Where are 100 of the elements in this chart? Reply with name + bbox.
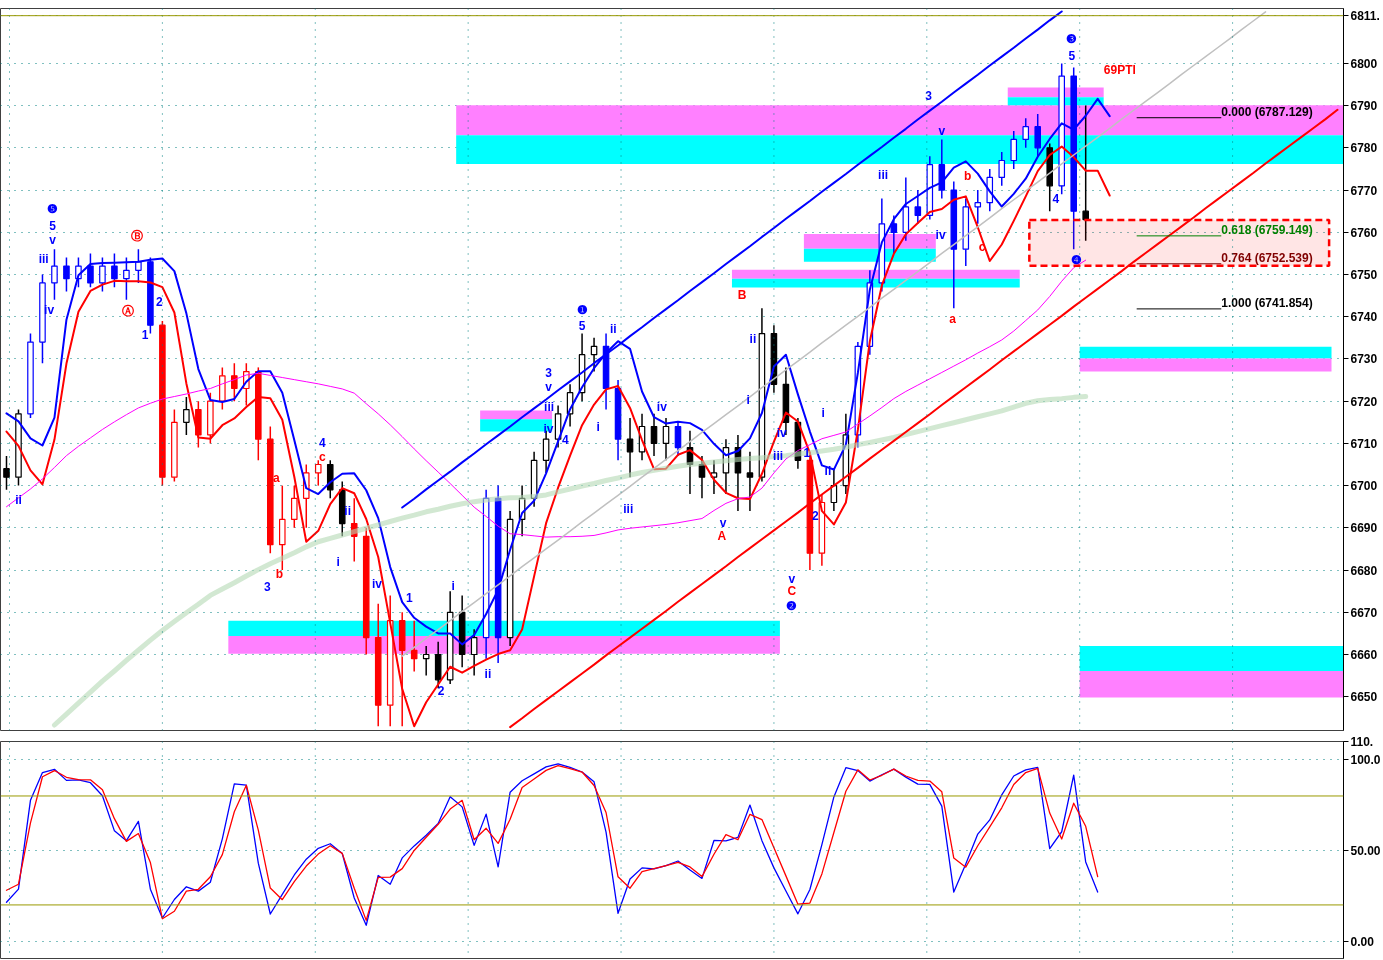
- candlestick: [470, 628, 478, 677]
- y-tick-label: 6800: [1350, 56, 1378, 71]
- candlestick: [998, 151, 1006, 187]
- annotation: v: [49, 232, 57, 247]
- y-tick-label: 6750: [1350, 268, 1378, 282]
- y-tick-label: 6770: [1350, 183, 1378, 198]
- candlestick: [87, 252, 94, 288]
- annotation: c: [319, 450, 327, 465]
- candlestick: [135, 248, 142, 284]
- annotation: i: [336, 555, 340, 570]
- candlestick: [1082, 104, 1089, 242]
- candlestick: [3, 455, 10, 491]
- candlestick: [183, 396, 190, 436]
- candlestick: [1034, 113, 1042, 158]
- annotation: 2: [437, 684, 445, 699]
- annotation: ❺: [47, 202, 59, 217]
- candlestick: [662, 417, 670, 462]
- annotation: iv: [935, 227, 946, 242]
- annotation: i: [596, 419, 600, 434]
- y-tick-label: 6790: [1350, 99, 1378, 114]
- candlestick: [350, 497, 358, 563]
- annotation: ❷: [786, 598, 798, 613]
- annotation: 5: [578, 319, 586, 334]
- annotation: 3: [545, 365, 553, 380]
- annotation: i: [746, 393, 750, 408]
- annotation: ii: [344, 503, 351, 518]
- annotation: v: [545, 380, 553, 395]
- annotation: iii: [38, 251, 49, 266]
- y-tick-label: 100.0: [1350, 753, 1381, 768]
- ref-line-label: 0.764 (6752.539): [1221, 250, 1313, 265]
- candlestick: [99, 256, 106, 293]
- y-tick-label: 6760: [1350, 225, 1378, 240]
- annotation: 4: [319, 436, 327, 451]
- annotation: ii: [484, 666, 492, 681]
- y-tick-label: 6650: [1350, 690, 1378, 705]
- annotation: 3: [925, 88, 933, 103]
- candlestick: [231, 362, 238, 402]
- annotation: ❸: [1066, 32, 1078, 47]
- annotation: v: [938, 123, 946, 138]
- annotation: 5: [1068, 48, 1076, 63]
- y-tick-label: 6730: [1350, 352, 1378, 367]
- ref-line-label: 0.618 (6759.149): [1221, 222, 1313, 237]
- candlestick: [51, 248, 58, 301]
- candlestick: [914, 189, 922, 225]
- candlestick: [290, 484, 298, 529]
- annotation: 2: [156, 295, 164, 310]
- annotation: C: [787, 584, 797, 599]
- y-tick-label: 6660: [1350, 648, 1378, 662]
- candlestick: [123, 256, 130, 301]
- candlestick: [1022, 117, 1030, 149]
- y-tick-label: 6700: [1350, 479, 1378, 494]
- annotation: i: [451, 579, 455, 594]
- candlestick: [650, 413, 658, 457]
- annotation: 1: [803, 445, 811, 460]
- annotation: 3: [263, 579, 271, 594]
- y-tick-label: 6710: [1350, 436, 1378, 451]
- candlestick: [974, 189, 982, 225]
- candlestick: [63, 256, 70, 293]
- annotation: iv: [776, 426, 788, 441]
- y-tick-label: 50.00: [1350, 843, 1381, 858]
- candlestick: [698, 455, 706, 500]
- y-tick-label: 6720: [1350, 394, 1378, 409]
- y-tick-label: 6690: [1350, 521, 1378, 536]
- annotation: i: [821, 406, 825, 421]
- candlestick: [674, 421, 682, 457]
- annotation: a: [949, 311, 957, 326]
- annotation: A: [717, 529, 727, 544]
- annotation: 4: [1052, 192, 1060, 206]
- y-tick-label: 110.: [1350, 735, 1374, 749]
- ref-line-label: 1.000 (6741.854): [1221, 295, 1313, 310]
- annotation: v: [719, 516, 727, 531]
- annotation: iv: [372, 576, 383, 591]
- annotation: iv: [656, 399, 668, 414]
- y-tick-label: 6680: [1350, 563, 1378, 578]
- annotation: ❹: [1071, 252, 1083, 267]
- annotation: v: [788, 571, 796, 586]
- annotation: 4: [561, 432, 569, 447]
- annotation: Ⓑ: [131, 229, 144, 244]
- candlestick: [890, 214, 898, 255]
- annotation: ii: [15, 493, 22, 508]
- annotation: 69PTI: [1103, 63, 1136, 78]
- candlestick: [314, 459, 322, 487]
- y-tick-label: 6780: [1350, 141, 1378, 156]
- annotation: iii: [544, 399, 555, 414]
- annotation: iii: [773, 449, 784, 464]
- candlestick: [422, 645, 430, 677]
- candlestick: [1010, 130, 1018, 170]
- y-tick-label: 6740: [1350, 310, 1378, 325]
- annotation: ❶: [576, 302, 588, 317]
- candlestick: [746, 451, 754, 512]
- annotation: 1: [141, 327, 149, 342]
- annotation: ii: [749, 331, 757, 346]
- candlestick: [111, 252, 118, 288]
- annotation: 1: [406, 591, 414, 605]
- annotation: 5: [49, 218, 57, 233]
- annotation: iii: [878, 167, 889, 182]
- annotation: B: [737, 287, 747, 302]
- annotation: b: [963, 169, 972, 184]
- y-tick-label: 6670: [1350, 605, 1378, 620]
- annotation: iii: [623, 502, 634, 517]
